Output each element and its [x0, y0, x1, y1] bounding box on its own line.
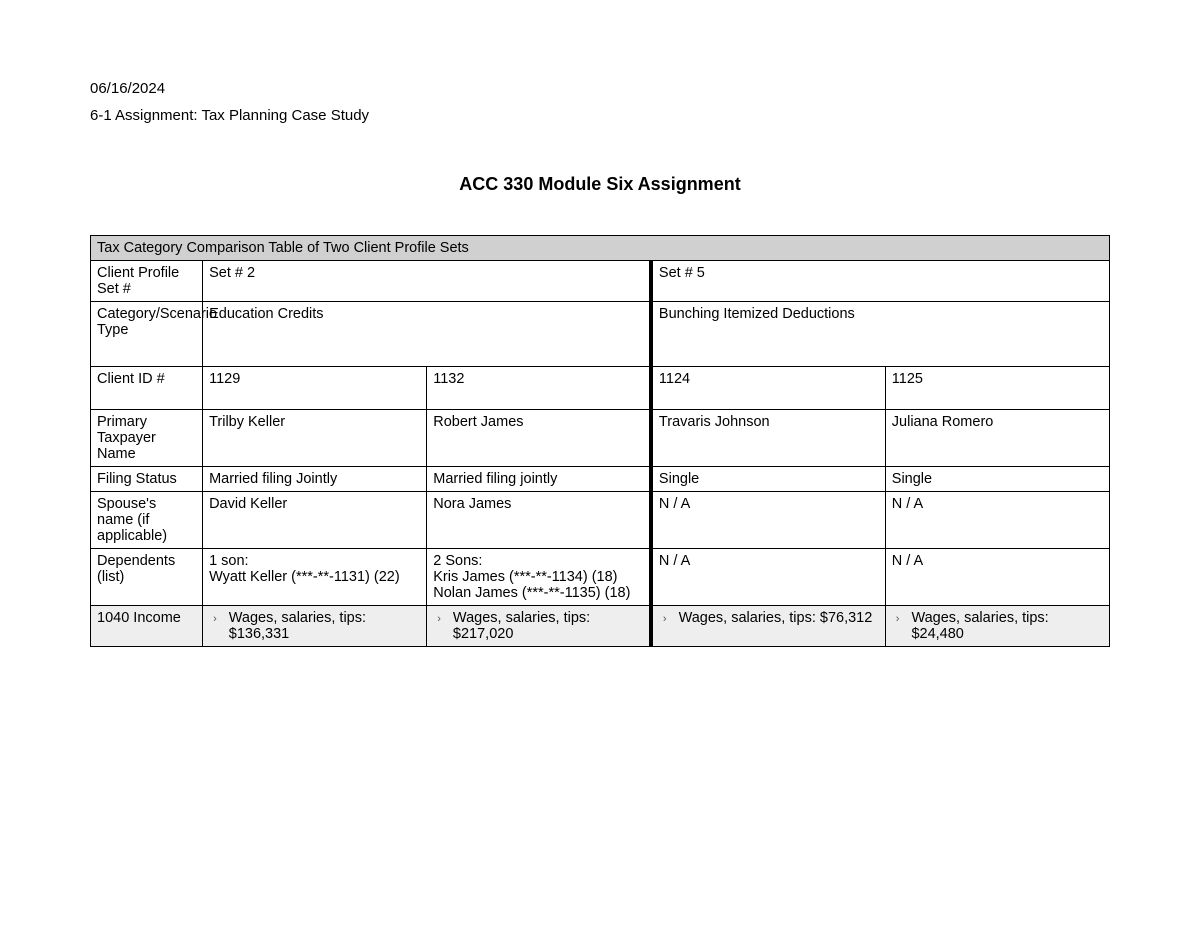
cell-filing-status: Single	[885, 467, 1109, 492]
dependent-line: 2 Sons:	[433, 553, 643, 569]
row-label: Dependents (list)	[91, 549, 203, 606]
row-label: Primary Taxpayer Name	[91, 410, 203, 467]
cell-dependents: 1 son: Wyatt Keller (***-**-1131) (22)	[203, 549, 427, 606]
cell-spouse: David Keller	[203, 492, 427, 549]
cell-income: › Wages, salaries, tips: $24,480	[885, 606, 1109, 647]
page-title: ACC 330 Module Six Assignment	[90, 174, 1110, 195]
table-row: Spouse's name (if applicable) David Kell…	[91, 492, 1110, 549]
document-page: 06/16/2024 6-1 Assignment: Tax Planning …	[0, 0, 1200, 927]
table-row: Category/Scenario Type Education Credits…	[91, 302, 1110, 367]
bullet-icon: ›	[896, 613, 900, 625]
cell-category-b: Bunching Itemized Deductions	[651, 302, 1110, 367]
cell-spouse: N / A	[651, 492, 885, 549]
table-row: Client ID # 1129 1132 1124 1125	[91, 367, 1110, 410]
table-caption: Tax Category Comparison Table of Two Cli…	[91, 236, 1110, 261]
income-text: Wages, salaries, tips: $24,480	[911, 610, 1103, 642]
cell-client-id: 1132	[427, 367, 651, 410]
cell-filing-status: Married filing Jointly	[203, 467, 427, 492]
cell-primary-name: Trilby Keller	[203, 410, 427, 467]
cell-set-a: Set # 2	[203, 261, 651, 302]
cell-dependents: 2 Sons: Kris James (***-**-1134) (18) No…	[427, 549, 651, 606]
cell-primary-name: Robert James	[427, 410, 651, 467]
income-text: Wages, salaries, tips: $136,331	[229, 610, 421, 642]
cell-client-id: 1124	[651, 367, 885, 410]
table-row: 1040 Income › Wages, salaries, tips: $13…	[91, 606, 1110, 647]
table-row-caption: Tax Category Comparison Table of Two Cli…	[91, 236, 1110, 261]
cell-spouse: N / A	[885, 492, 1109, 549]
row-label: Client ID #	[91, 367, 203, 410]
dependent-line: Kris James (***-**-1134) (18)	[433, 569, 643, 585]
table-row: Filing Status Married filing Jointly Mar…	[91, 467, 1110, 492]
table-row: Dependents (list) 1 son: Wyatt Keller (*…	[91, 549, 1110, 606]
bullet-icon: ›	[663, 613, 667, 625]
cell-dependents: N / A	[885, 549, 1109, 606]
cell-primary-name: Travaris Johnson	[651, 410, 885, 467]
cell-filing-status: Single	[651, 467, 885, 492]
comparison-table: Tax Category Comparison Table of Two Cli…	[90, 235, 1110, 647]
cell-income: › Wages, salaries, tips: $136,331	[203, 606, 427, 647]
dependent-line: Wyatt Keller (***-**-1131) (22)	[209, 569, 420, 585]
cell-filing-status: Married filing jointly	[427, 467, 651, 492]
cell-primary-name: Juliana Romero	[885, 410, 1109, 467]
cell-client-id: 1125	[885, 367, 1109, 410]
cell-dependents: N / A	[651, 549, 885, 606]
table-row: Client Profile Set # Set # 2 Set # 5	[91, 261, 1110, 302]
row-label: Filing Status	[91, 467, 203, 492]
row-label: Spouse's name (if applicable)	[91, 492, 203, 549]
table-row: Primary Taxpayer Name Trilby Keller Robe…	[91, 410, 1110, 467]
dependent-line: Nolan James (***-**-1135) (18)	[433, 585, 643, 601]
cell-spouse: Nora James	[427, 492, 651, 549]
dependent-line: 1 son:	[209, 553, 420, 569]
row-label: 1040 Income	[91, 606, 203, 647]
cell-set-b: Set # 5	[651, 261, 1110, 302]
header-subtitle: 6-1 Assignment: Tax Planning Case Study	[90, 107, 1110, 124]
bullet-icon: ›	[437, 613, 441, 625]
header-date: 06/16/2024	[90, 80, 1110, 97]
cell-income: › Wages, salaries, tips: $76,312	[651, 606, 885, 647]
income-text: Wages, salaries, tips: $76,312	[679, 610, 879, 626]
cell-client-id: 1129	[203, 367, 427, 410]
income-text: Wages, salaries, tips: $217,020	[453, 610, 643, 642]
row-label: Client Profile Set #	[91, 261, 203, 302]
cell-income: › Wages, salaries, tips: $217,020	[427, 606, 651, 647]
cell-category-a: Education Credits	[203, 302, 651, 367]
row-label: Category/Scenario Type	[91, 302, 203, 367]
bullet-icon: ›	[213, 613, 217, 625]
